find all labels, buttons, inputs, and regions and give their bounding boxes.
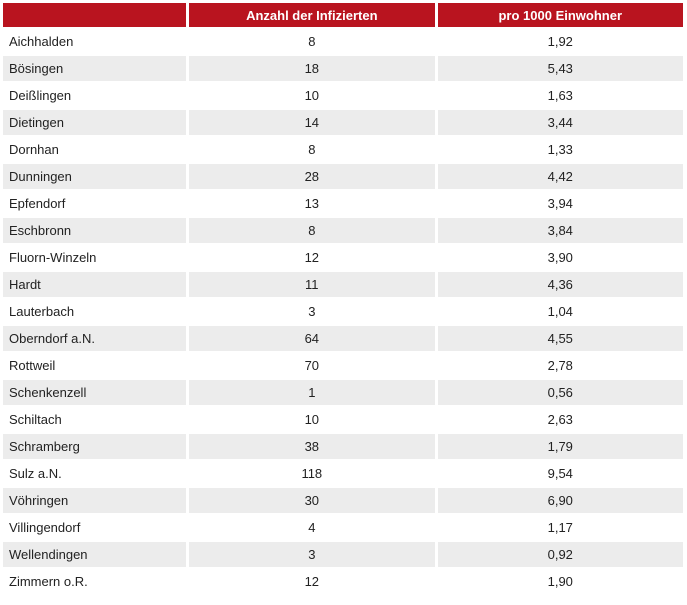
infected-count-cell: 28 <box>189 164 435 189</box>
municipality-cell: Fluorn-Winzeln <box>3 245 187 270</box>
per-1000-cell: 9,54 <box>437 461 683 486</box>
municipality-cell: Aichhalden <box>3 29 187 54</box>
table-row: Dietingen 14 3,44 <box>3 110 683 135</box>
infected-count-cell: 14 <box>189 110 435 135</box>
header-row: Anzahl der Infizierten pro 1000 Einwohne… <box>3 3 683 27</box>
municipality-cell: Lauterbach <box>3 299 187 324</box>
column-header-per-1000: pro 1000 Einwohner <box>437 3 683 27</box>
infected-count-cell: 4 <box>189 515 435 540</box>
per-1000-cell: 3,90 <box>437 245 683 270</box>
municipality-cell: Zimmern o.R. <box>3 569 187 594</box>
per-1000-cell: 1,90 <box>437 569 683 594</box>
infected-count-cell: 12 <box>189 245 435 270</box>
per-1000-cell: 4,55 <box>437 326 683 351</box>
municipality-cell: Schiltach <box>3 407 187 432</box>
infected-count-cell: 3 <box>189 542 435 567</box>
per-1000-cell: 4,36 <box>437 272 683 297</box>
per-1000-cell: 1,33 <box>437 137 683 162</box>
table-row: Fluorn-Winzeln 12 3,90 <box>3 245 683 270</box>
table-row: Vöhringen 30 6,90 <box>3 488 683 513</box>
per-1000-cell: 5,43 <box>437 56 683 81</box>
table-row: Zimmern o.R. 12 1,90 <box>3 569 683 594</box>
municipality-cell: Villingendorf <box>3 515 187 540</box>
municipality-cell: Vöhringen <box>3 488 187 513</box>
table-row: Hardt 11 4,36 <box>3 272 683 297</box>
infected-count-cell: 10 <box>189 83 435 108</box>
infected-count-cell: 18 <box>189 56 435 81</box>
table-body: Aichhalden 8 1,92 Bösingen 18 5,43 Deißlingen 1… <box>3 29 683 594</box>
municipality-cell: Schenkenzell <box>3 380 187 405</box>
municipality-cell: Schramberg <box>3 434 187 459</box>
table-row: Lauterbach 3 1,04 <box>3 299 683 324</box>
infected-count-cell: 3 <box>189 299 435 324</box>
table-row: Eschbronn 8 3,84 <box>3 218 683 243</box>
infected-count-cell: 12 <box>189 569 435 594</box>
per-1000-cell: 6,90 <box>437 488 683 513</box>
municipality-cell: Epfendorf <box>3 191 187 216</box>
table-row: Dunningen 28 4,42 <box>3 164 683 189</box>
per-1000-cell: 1,92 <box>437 29 683 54</box>
infected-count-cell: 8 <box>189 29 435 54</box>
per-1000-cell: 0,92 <box>437 542 683 567</box>
table-row: Schiltach 10 2,63 <box>3 407 683 432</box>
table-row: Bösingen 18 5,43 <box>3 56 683 81</box>
corner-header-cell <box>3 3 187 27</box>
table-row: Deißlingen 10 1,63 <box>3 83 683 108</box>
table-row: Aichhalden 8 1,92 <box>3 29 683 54</box>
table-row: Schenkenzell 1 0,56 <box>3 380 683 405</box>
table-row: Sulz a.N. 118 9,54 <box>3 461 683 486</box>
table-row: Epfendorf 13 3,94 <box>3 191 683 216</box>
infected-count-cell: 10 <box>189 407 435 432</box>
municipality-cell: Sulz a.N. <box>3 461 187 486</box>
per-1000-cell: 2,78 <box>437 353 683 378</box>
infected-count-cell: 11 <box>189 272 435 297</box>
table-row: Dornhan 8 1,33 <box>3 137 683 162</box>
table-row: Rottweil 70 2,78 <box>3 353 683 378</box>
per-1000-cell: 1,63 <box>437 83 683 108</box>
municipality-cell: Dietingen <box>3 110 187 135</box>
table-row: Schramberg 38 1,79 <box>3 434 683 459</box>
municipality-cell: Rottweil <box>3 353 187 378</box>
municipality-cell: Wellendingen <box>3 542 187 567</box>
municipality-cell: Hardt <box>3 272 187 297</box>
infected-count-cell: 8 <box>189 137 435 162</box>
column-header-infected: Anzahl der Infizierten <box>189 3 435 27</box>
infected-count-cell: 118 <box>189 461 435 486</box>
table-row: Wellendingen 3 0,92 <box>3 542 683 567</box>
per-1000-cell: 0,56 <box>437 380 683 405</box>
per-1000-cell: 3,94 <box>437 191 683 216</box>
per-1000-cell: 1,17 <box>437 515 683 540</box>
municipality-cell: Oberndorf a.N. <box>3 326 187 351</box>
infected-count-cell: 8 <box>189 218 435 243</box>
infected-count-cell: 64 <box>189 326 435 351</box>
table-row: Oberndorf a.N. 64 4,55 <box>3 326 683 351</box>
per-1000-cell: 1,79 <box>437 434 683 459</box>
per-1000-cell: 1,04 <box>437 299 683 324</box>
municipality-cell: Bösingen <box>3 56 187 81</box>
infected-count-cell: 38 <box>189 434 435 459</box>
infected-count-cell: 1 <box>189 380 435 405</box>
infected-count-cell: 70 <box>189 353 435 378</box>
per-1000-cell: 4,42 <box>437 164 683 189</box>
infected-count-cell: 30 <box>189 488 435 513</box>
infected-count-cell: 13 <box>189 191 435 216</box>
per-1000-cell: 3,84 <box>437 218 683 243</box>
per-1000-cell: 2,63 <box>437 407 683 432</box>
municipality-cell: Dornhan <box>3 137 187 162</box>
per-1000-cell: 3,44 <box>437 110 683 135</box>
municipality-cell: Eschbronn <box>3 218 187 243</box>
table-row: Villingendorf 4 1,17 <box>3 515 683 540</box>
municipality-cell: Dunningen <box>3 164 187 189</box>
municipality-cell: Deißlingen <box>3 83 187 108</box>
